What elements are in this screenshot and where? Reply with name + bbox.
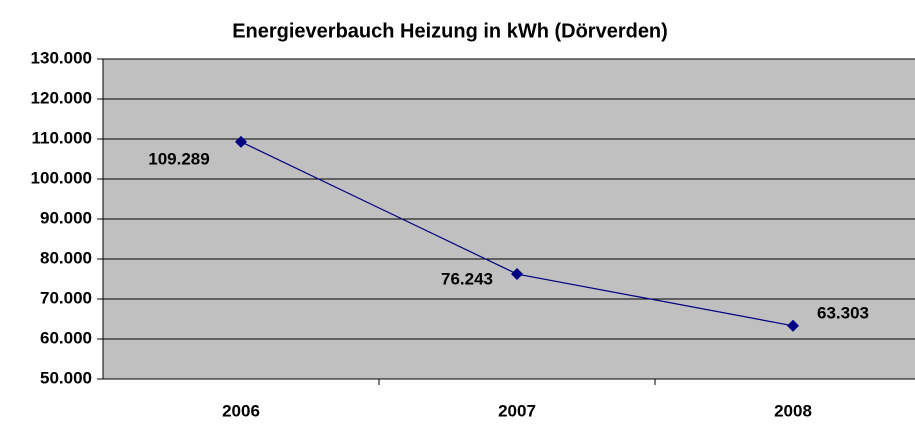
x-tick-label: 2006: [222, 401, 260, 420]
point: [235, 135, 247, 148]
x-tick-label: 2007: [498, 401, 536, 420]
y-tick-label: 50.000: [40, 368, 92, 387]
y-tick-label: 120.000: [31, 88, 92, 107]
point: [511, 268, 523, 281]
data-label: 63.303: [817, 303, 869, 322]
x-tick-label: 2008: [774, 401, 812, 420]
y-tick-label: 80.000: [40, 248, 92, 267]
data-label: 76.243: [441, 270, 493, 289]
y-tick-label: 110.000: [31, 128, 92, 147]
chart-title: Energieverbauch Heizung in kWh (Dörverde…: [232, 20, 668, 42]
y-tick-label: 130.000: [31, 48, 92, 67]
y-tick-label: 70.000: [40, 288, 92, 307]
point: [787, 319, 799, 332]
data-label: 109.289: [148, 149, 209, 168]
y-tick-label: 90.000: [40, 208, 92, 227]
y-tick-label: 100.000: [31, 168, 92, 187]
y-tick-label: 60.000: [40, 328, 92, 347]
